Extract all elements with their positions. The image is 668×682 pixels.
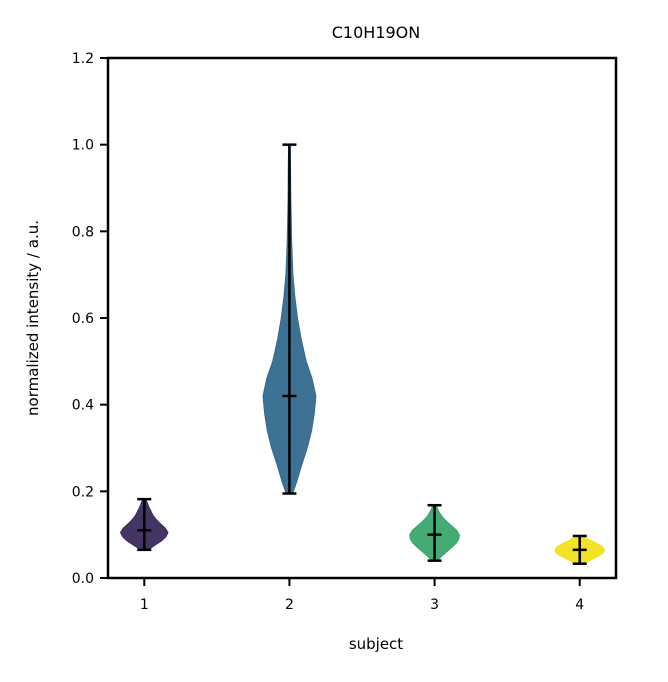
x-tick-label: 3 — [430, 597, 439, 613]
y-tick-label: 0.6 — [72, 311, 94, 327]
y-tick-label: 0.8 — [72, 224, 94, 240]
violin-subject-3 — [409, 503, 460, 562]
x-axis-label: subject — [349, 635, 403, 653]
violin-layer — [119, 143, 606, 565]
y-tick-label: 1.0 — [72, 138, 94, 154]
x-tick-label: 1 — [140, 597, 149, 613]
x-tick-label: 2 — [285, 597, 294, 613]
y-tick-label: 0.4 — [72, 398, 94, 414]
plot-frame — [106, 56, 618, 580]
y-axis-label: normalized intensity / a.u. — [24, 220, 42, 416]
y-axis: 0.0 0.2 0.4 0.6 0.8 1.0 1.2 — [72, 51, 108, 587]
violin-subject-4 — [554, 534, 606, 565]
violin-subject-1 — [119, 497, 169, 552]
x-axis: 1 2 3 4 — [140, 578, 584, 613]
x-tick-label: 4 — [575, 597, 584, 613]
y-tick-label: 1.2 — [72, 51, 94, 67]
y-tick-label: 0.2 — [72, 484, 94, 500]
violin-subject-2 — [262, 143, 317, 495]
chart-title: C10H19ON — [332, 23, 420, 42]
y-tick-label: 0.0 — [72, 571, 94, 587]
